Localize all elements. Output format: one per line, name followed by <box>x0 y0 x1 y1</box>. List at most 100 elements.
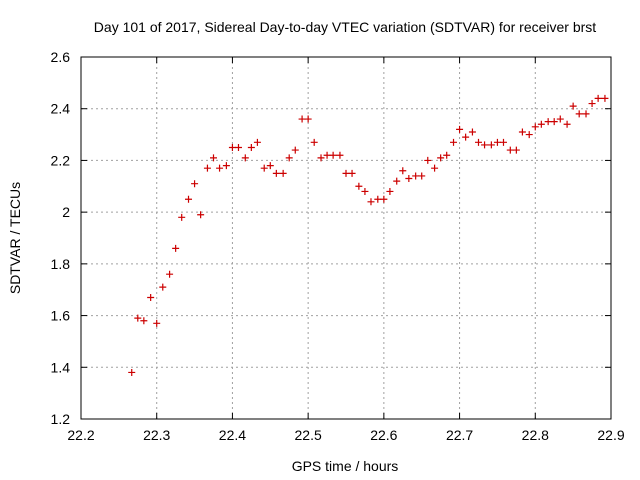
data-point <box>203 164 211 172</box>
data-point <box>361 187 369 195</box>
data-point <box>405 175 413 183</box>
data-point <box>197 211 205 219</box>
data-point <box>291 146 299 154</box>
data-point <box>569 102 577 110</box>
data-point <box>317 154 325 162</box>
data-point <box>487 141 495 149</box>
x-tick-label: 22.7 <box>446 427 473 443</box>
data-point <box>412 172 420 180</box>
grid <box>81 57 611 419</box>
x-tick-labels: 22.2 22.3 22.4 22.5 22.6 22.7 22.8 22.9 <box>67 427 624 443</box>
data-point <box>582 110 590 118</box>
data-point <box>166 270 174 278</box>
x-tick-label: 22.3 <box>143 427 170 443</box>
data-point <box>450 138 458 146</box>
data-point <box>329 151 337 159</box>
data-point <box>298 115 306 123</box>
data-point <box>475 138 482 146</box>
data-point <box>128 368 136 376</box>
data-point <box>550 118 558 126</box>
data-point <box>443 151 451 159</box>
y-tick-label: 2.2 <box>51 152 71 168</box>
data-point <box>253 138 261 146</box>
plot-frame <box>80 56 612 420</box>
data-point <box>348 169 356 177</box>
data-point <box>601 94 609 102</box>
chart-title: Day 101 of 2017, Sidereal Day-to-day VTE… <box>94 19 596 35</box>
data-point <box>386 187 394 195</box>
x-tick-label: 22.6 <box>370 427 397 443</box>
data-point <box>518 128 526 136</box>
data-point <box>279 169 287 177</box>
data-point <box>393 177 401 185</box>
data-point <box>191 180 199 188</box>
data-point <box>462 133 470 141</box>
data-point <box>399 167 407 175</box>
data-point <box>594 94 602 102</box>
x-tick-label: 22.2 <box>67 427 94 443</box>
data-point <box>424 156 432 164</box>
data-point <box>134 314 142 322</box>
data-point <box>159 283 167 291</box>
data-point <box>374 195 382 203</box>
x-tick-label: 22.4 <box>219 427 246 443</box>
data-point <box>355 182 363 190</box>
data-point <box>456 125 464 133</box>
x-tick-label: 22.5 <box>295 427 322 443</box>
data-point <box>266 162 274 170</box>
data-point <box>272 169 280 177</box>
data-point <box>172 244 180 252</box>
y-tick-label: 1.6 <box>51 308 71 324</box>
data-point <box>563 120 571 128</box>
data-point <box>185 195 193 203</box>
y-tick-label: 2.4 <box>51 101 71 117</box>
data-point <box>537 120 545 128</box>
data-point <box>210 154 217 162</box>
data-point <box>228 144 236 151</box>
data-point <box>531 123 539 131</box>
data-point <box>178 213 186 221</box>
data-point <box>216 164 224 172</box>
x-tick-label: 22.9 <box>597 427 624 443</box>
data-point <box>153 319 161 327</box>
data-point <box>544 118 552 126</box>
data-point <box>468 128 476 136</box>
data-point <box>260 164 268 172</box>
y-tick-label: 1.8 <box>51 256 71 272</box>
data-point <box>525 131 533 139</box>
data-point <box>575 110 583 118</box>
data-point <box>588 100 596 108</box>
data-point <box>380 195 388 203</box>
data-point <box>481 141 489 149</box>
y-tick-labels: 1.2 1.4 1.6 1.8 2 2.2 2.4 2.6 <box>51 49 71 427</box>
data-point <box>431 164 439 172</box>
axis-ticks <box>80 56 612 420</box>
data-point <box>418 172 426 180</box>
data-point <box>342 169 350 177</box>
y-axis-label: SDTVAR / TECUs <box>7 182 23 294</box>
data-point <box>147 293 155 301</box>
x-axis-label: GPS time / hours <box>292 458 399 474</box>
data-point <box>247 144 255 151</box>
data-point <box>556 115 564 123</box>
data-point <box>336 151 344 159</box>
y-tick-label: 1.2 <box>51 411 71 427</box>
data-point <box>323 151 331 159</box>
data-point <box>506 146 514 154</box>
data-point <box>512 146 520 154</box>
data-point <box>493 138 501 146</box>
data-point <box>304 115 312 123</box>
y-tick-label: 2.6 <box>51 49 71 65</box>
data-point <box>234 144 242 151</box>
data-point <box>367 198 375 206</box>
data-point <box>499 138 507 146</box>
data-series <box>128 94 609 376</box>
data-point <box>222 162 230 170</box>
x-tick-label: 22.8 <box>522 427 549 443</box>
y-tick-label: 2 <box>62 204 70 220</box>
data-point <box>285 154 293 162</box>
data-point <box>241 154 249 162</box>
data-point <box>437 154 445 162</box>
data-point <box>310 138 318 146</box>
